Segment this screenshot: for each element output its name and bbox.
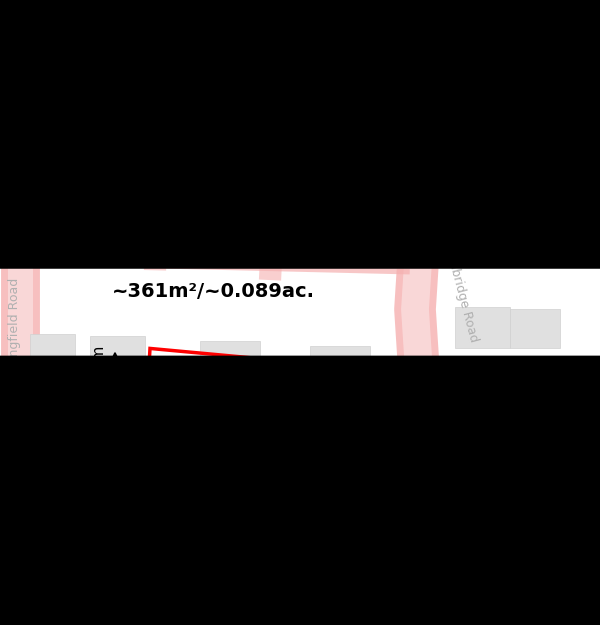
Bar: [200, 341, 260, 377]
Bar: [310, 502, 370, 539]
Bar: [30, 500, 75, 539]
Bar: [30, 197, 75, 236]
Bar: [310, 77, 370, 104]
Text: Map shows position and indicative extent of the property.: Map shows position and indicative extent…: [100, 47, 500, 61]
Bar: [30, 80, 85, 119]
Text: ~40.4m: ~40.4m: [214, 449, 275, 464]
Text: 301: 301: [217, 362, 269, 386]
Bar: [175, 192, 235, 231]
Text: Springfield Road: Springfield Road: [8, 278, 22, 381]
Text: ~17.1m: ~17.1m: [90, 343, 105, 404]
Bar: [455, 174, 510, 212]
Text: ~361m²/~0.089ac.: ~361m²/~0.089ac.: [112, 282, 315, 301]
Bar: [455, 85, 510, 124]
Bar: [310, 346, 370, 382]
Bar: [90, 336, 145, 373]
Text: Contains OS data © Crown copyright and database right 2021. This information is : Contains OS data © Crown copyright and d…: [12, 554, 574, 583]
Bar: [200, 502, 260, 539]
Bar: [455, 308, 510, 349]
Bar: [90, 502, 145, 539]
Bar: [510, 309, 560, 349]
Bar: [295, 194, 350, 231]
Bar: [30, 334, 75, 373]
Bar: [510, 409, 560, 446]
Bar: [510, 492, 560, 529]
Bar: [455, 409, 510, 446]
Bar: [510, 176, 560, 212]
Text: Wombridge Road: Wombridge Road: [440, 236, 480, 343]
Bar: [100, 192, 155, 236]
Text: 301, WOMBRIDGE ROAD, TELFORD, TF2 6PR: 301, WOMBRIDGE ROAD, TELFORD, TF2 6PR: [94, 12, 506, 30]
Bar: [455, 492, 510, 529]
Bar: [510, 87, 560, 124]
Bar: [210, 80, 265, 109]
Bar: [110, 80, 175, 114]
